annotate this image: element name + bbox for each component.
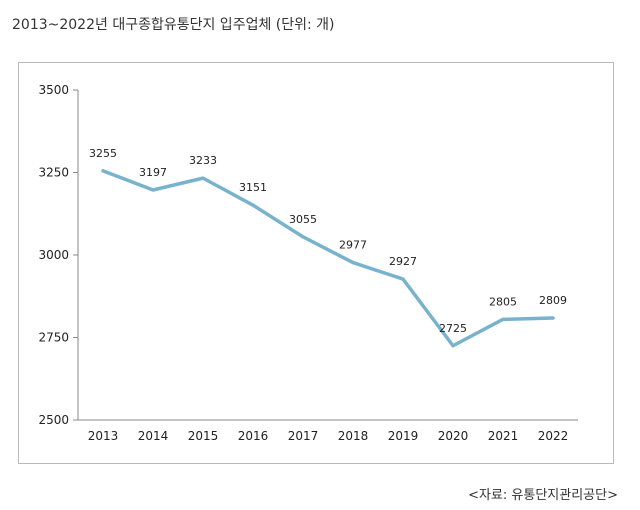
data-label: 2927 bbox=[389, 255, 417, 268]
data-point bbox=[151, 188, 155, 192]
data-point bbox=[501, 317, 505, 321]
x-tick-label: 2017 bbox=[288, 429, 319, 443]
x-tick-label: 2014 bbox=[138, 429, 169, 443]
data-point bbox=[301, 235, 305, 239]
data-label: 3055 bbox=[289, 213, 317, 226]
data-label: 3255 bbox=[89, 147, 117, 160]
y-tick-label: 2500 bbox=[38, 413, 69, 427]
x-tick-label: 2020 bbox=[438, 429, 469, 443]
data-label: 3197 bbox=[139, 166, 167, 179]
data-point bbox=[451, 344, 455, 348]
chart-title: 2013~2022년 대구종합유통단지 입주업체 (단위: 개) bbox=[12, 17, 335, 33]
x-tick-label: 2013 bbox=[88, 429, 119, 443]
data-point bbox=[351, 261, 355, 265]
data-labels: 3255 3197 3233 3151 3055 2977 2927 2725 2805 2809 bbox=[89, 147, 567, 335]
data-label: 2805 bbox=[489, 295, 517, 308]
y-tick-label: 3500 bbox=[38, 83, 69, 97]
data-label: 2809 bbox=[539, 294, 567, 307]
x-tick-label: 2019 bbox=[388, 429, 419, 443]
y-tick-label: 3000 bbox=[38, 248, 69, 262]
x-tick-label: 2021 bbox=[488, 429, 519, 443]
data-point bbox=[251, 203, 255, 207]
x-tick-label: 2016 bbox=[238, 429, 269, 443]
x-tick-label: 2022 bbox=[538, 429, 569, 443]
x-tick-label: 2018 bbox=[338, 429, 369, 443]
data-point bbox=[551, 316, 555, 320]
data-label: 2725 bbox=[439, 322, 467, 335]
data-point bbox=[101, 169, 105, 173]
source-note: <자료: 유통단지관리공단> bbox=[468, 488, 618, 503]
data-points bbox=[101, 169, 555, 348]
x-tick-label: 2015 bbox=[188, 429, 219, 443]
data-label: 3151 bbox=[239, 181, 267, 194]
chart-axes bbox=[77, 90, 578, 421]
y-tick-label: 3250 bbox=[38, 166, 69, 180]
data-point bbox=[401, 277, 405, 281]
data-label: 2977 bbox=[339, 239, 367, 252]
series-layer bbox=[101, 169, 555, 348]
data-label: 3233 bbox=[189, 154, 217, 167]
x-axis-ticks: 2013 2014 2015 2016 2017 2018 2019 2020 2021 2022 bbox=[88, 429, 569, 443]
series-line bbox=[101, 169, 555, 348]
data-point bbox=[201, 176, 205, 180]
y-axis-ticks: 2500 2750 3000 3250 3500 bbox=[38, 83, 78, 427]
chart-frame bbox=[18, 62, 614, 464]
y-tick-label: 2750 bbox=[38, 331, 69, 345]
